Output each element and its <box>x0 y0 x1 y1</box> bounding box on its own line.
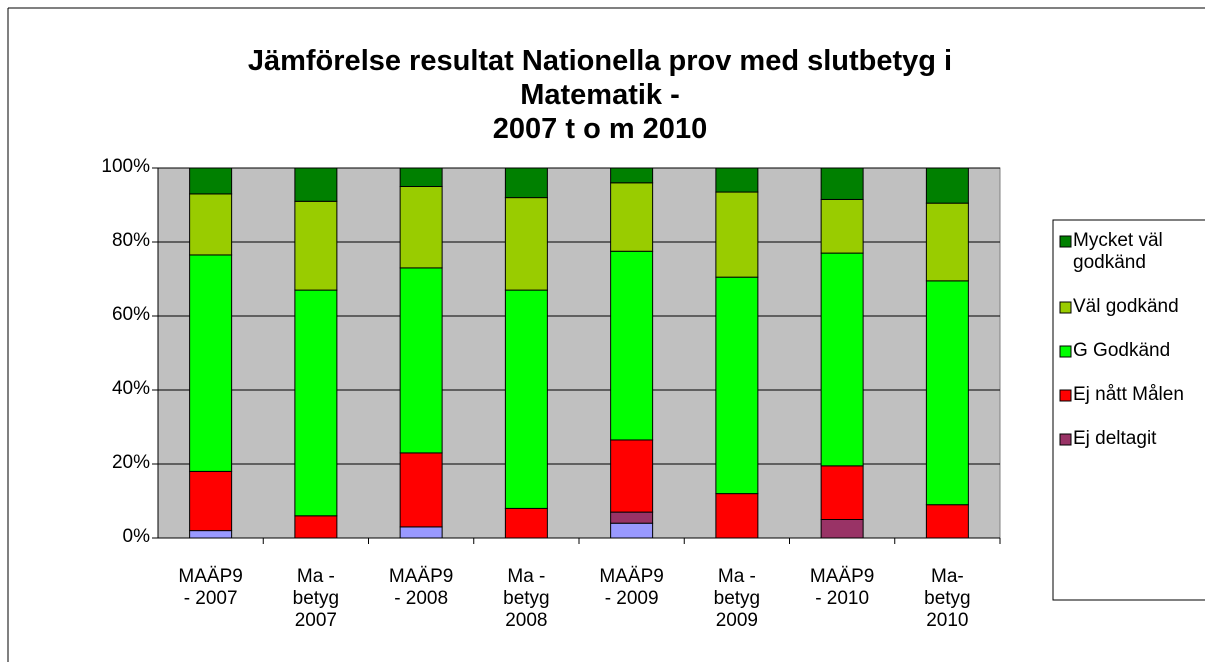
bar-segment <box>294 200 338 291</box>
legend-box <box>1052 219 1205 601</box>
legend-swatch <box>1059 235 1072 248</box>
bar-segment <box>610 182 654 252</box>
x-tick-label: Ma- betyg 2010 <box>924 566 971 631</box>
bar-segment <box>610 511 654 524</box>
bar-segment <box>820 519 864 539</box>
bar-segment <box>925 280 969 506</box>
y-tick-label: 100% <box>101 156 150 177</box>
bar-segment <box>189 193 233 256</box>
legend-label: Ej deltagit <box>1073 428 1157 449</box>
bar-segment <box>610 250 654 441</box>
bar-segment <box>715 493 759 539</box>
legend-label: G Godkänd <box>1073 340 1171 361</box>
y-tick-label: 80% <box>111 230 150 251</box>
legend-swatch <box>1059 345 1072 358</box>
bar-segment <box>820 167 864 200</box>
bar-segment <box>715 276 759 495</box>
bar-segment <box>189 530 233 539</box>
bar-segment <box>610 439 654 513</box>
bar-segment <box>399 526 443 539</box>
bar-segment <box>504 289 548 509</box>
x-tick-label: Ma - betyg 2007 <box>292 566 340 631</box>
legend-swatch <box>1059 433 1072 446</box>
bar-segment <box>820 252 864 467</box>
bar-segment <box>820 198 864 254</box>
bar-segment <box>715 167 759 193</box>
x-tick-label: Ma - betyg 2009 <box>713 566 761 631</box>
plot-area <box>157 167 1001 539</box>
x-tick-label: MAÄP9 - 2008 <box>388 566 454 609</box>
bar-segment <box>925 504 969 539</box>
bar-segment <box>399 186 443 269</box>
y-tick-label: 60% <box>111 304 150 325</box>
bar-segment <box>399 452 443 528</box>
bar-segment <box>715 191 759 278</box>
bar-segment <box>610 522 654 539</box>
bar-segment <box>189 254 233 472</box>
legend-label: Väl godkänd <box>1073 296 1179 317</box>
bar-segment <box>504 507 548 539</box>
bar-segment <box>610 167 654 184</box>
x-tick-label: MAÄP9 - 2010 <box>809 566 875 609</box>
bar-segment <box>820 465 864 521</box>
bar-segment <box>189 470 233 532</box>
bar-segment <box>925 202 969 282</box>
bar-segment <box>399 167 443 187</box>
x-tick-label: MAÄP9 - 2009 <box>599 566 664 609</box>
legend-swatch <box>1059 389 1072 402</box>
bar-segment <box>504 167 548 199</box>
legend-label: Ej nått Målen <box>1073 384 1184 405</box>
y-tick-label: 0% <box>122 526 150 547</box>
bar-segment <box>294 289 338 517</box>
bar-segment <box>294 515 338 539</box>
bar-segment <box>189 167 233 195</box>
bar-segment <box>399 267 443 454</box>
chart-title: Jämförelse resultat Nationella prov med … <box>247 45 953 145</box>
y-tick-label: 20% <box>111 452 150 473</box>
x-tick-label: Ma - betyg 2008 <box>503 566 550 631</box>
y-tick-label: 40% <box>111 378 150 399</box>
x-tick-label: MAÄP9 - 2007 <box>178 566 243 609</box>
legend-swatch <box>1059 301 1072 314</box>
legend-label: Mycket väl godkänd <box>1073 230 1163 273</box>
bar-segment <box>294 167 338 202</box>
bar-segment <box>925 167 969 204</box>
bar-segment <box>504 197 548 291</box>
